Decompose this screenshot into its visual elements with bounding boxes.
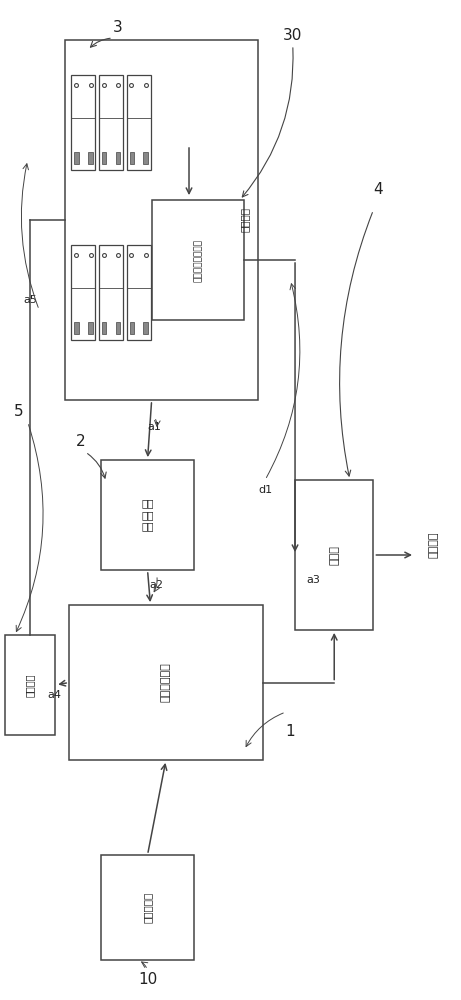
Bar <box>88 152 93 164</box>
Text: a4: a4 <box>47 690 61 700</box>
Text: 4: 4 <box>373 182 383 198</box>
Bar <box>88 322 93 334</box>
Text: 低溫充電加熱系統: 低溫充電加熱系統 <box>194 238 203 282</box>
Text: a5: a5 <box>23 295 37 305</box>
Text: 10: 10 <box>138 972 157 988</box>
Bar <box>152 200 244 320</box>
Bar <box>143 322 148 334</box>
Bar <box>143 152 148 164</box>
Bar <box>71 245 95 340</box>
Bar <box>74 152 79 164</box>
Bar <box>127 245 151 340</box>
Bar <box>74 322 79 334</box>
Text: 採樣
回路
單元: 採樣 回路 單元 <box>141 498 154 532</box>
Bar <box>69 605 263 760</box>
Bar <box>99 245 123 340</box>
Text: 接觸器: 接觸器 <box>329 545 339 565</box>
Text: 3: 3 <box>112 20 123 35</box>
Text: 2: 2 <box>76 434 85 450</box>
Bar <box>130 152 134 164</box>
Bar <box>295 480 373 630</box>
Bar <box>116 152 120 164</box>
Text: 電池控制單元: 電池控制單元 <box>161 663 171 702</box>
Bar <box>130 322 134 334</box>
Bar <box>99 75 123 170</box>
Text: a2: a2 <box>150 580 164 590</box>
Text: 電池模組: 電池模組 <box>239 208 249 232</box>
Text: 1: 1 <box>286 724 295 740</box>
Bar <box>5 635 55 735</box>
Text: a1: a1 <box>148 422 161 432</box>
Text: 人機互界面: 人機互界面 <box>142 892 153 923</box>
Bar <box>102 152 106 164</box>
Text: 30: 30 <box>283 27 302 42</box>
Text: 顯示單元: 顯示單元 <box>25 673 35 697</box>
Text: d1: d1 <box>258 485 272 495</box>
Text: 供電輸出: 供電輸出 <box>428 532 438 558</box>
Bar <box>102 322 106 334</box>
Text: a3: a3 <box>307 575 320 585</box>
Text: 5: 5 <box>14 404 23 420</box>
Bar <box>116 322 120 334</box>
Bar <box>65 40 258 400</box>
Bar <box>101 855 194 960</box>
Bar <box>127 75 151 170</box>
Bar <box>101 460 194 570</box>
Bar <box>71 75 95 170</box>
